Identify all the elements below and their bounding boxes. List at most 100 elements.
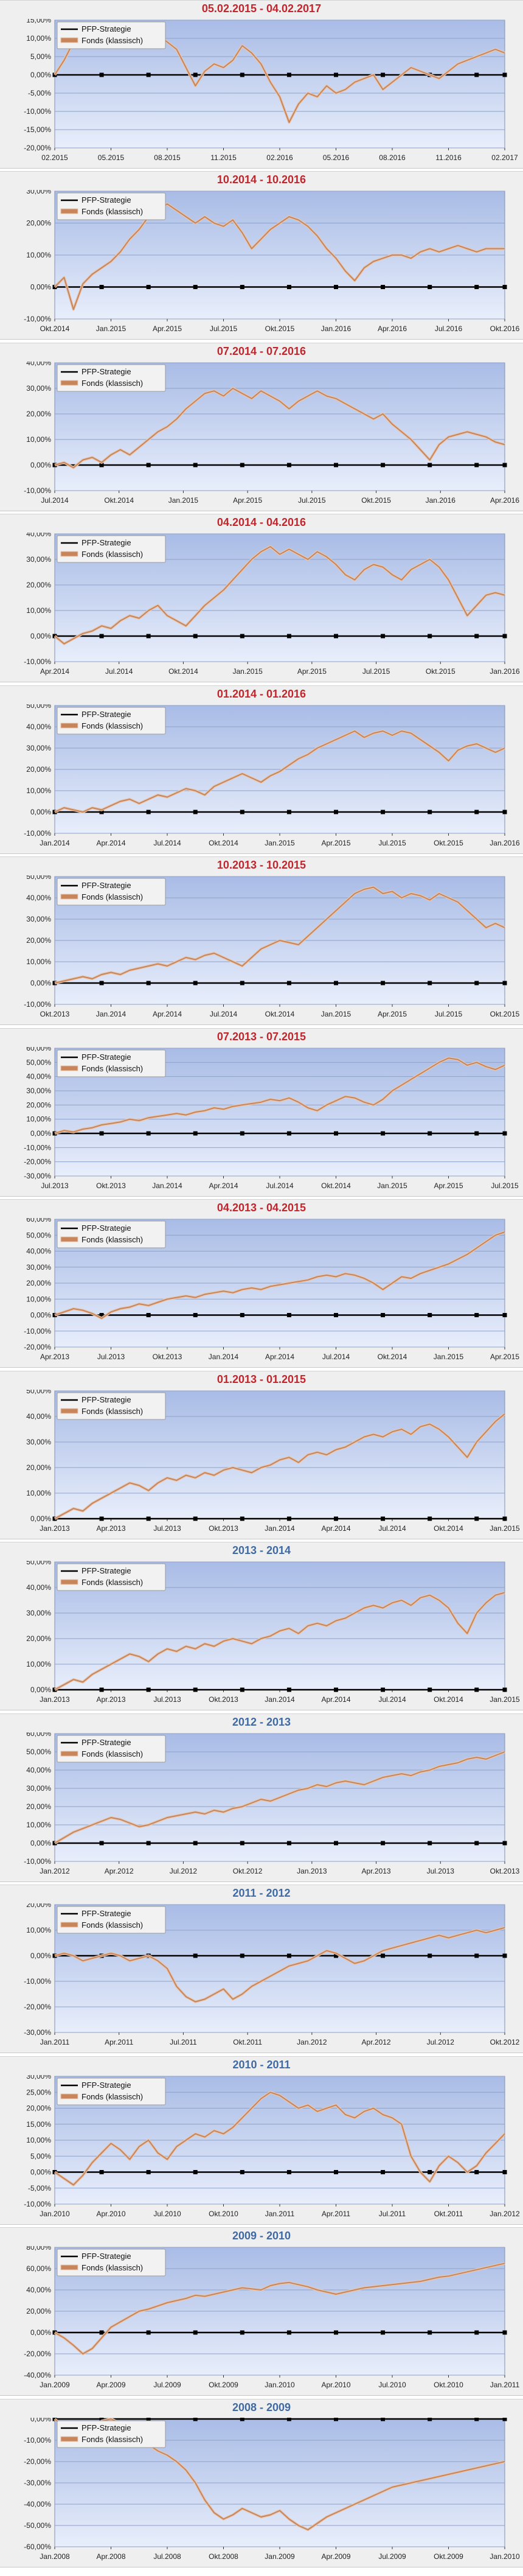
chart-panel: 2012 - 2013 60,00% 50,00% 40,00% 30,00% 20,00… <box>0 1713 523 1882</box>
x-tick-label: Jul.2010 <box>378 2381 406 2389</box>
y-tick-label: -10,00% <box>24 1143 51 1152</box>
y-tick-label: 50,00% <box>26 1390 51 1395</box>
chart-title: 07.2014 - 07.2016 <box>216 345 307 357</box>
x-tick-label: Okt.2015 <box>434 839 463 847</box>
chart-panel: 01.2013 - 01.2015 50,00% 40,00% 30,00% 20,00… <box>0 1371 523 1539</box>
legend-box <box>57 2249 166 2277</box>
strategy-point <box>502 2170 507 2174</box>
strategy-point <box>502 1687 507 1692</box>
y-tick-label: 30,00% <box>26 555 51 564</box>
y-tick-label: -20,00% <box>24 1158 51 1166</box>
chart-title: 10.2013 - 10.2015 <box>216 859 307 871</box>
strategy-point <box>381 810 386 814</box>
strategy-point <box>474 634 479 639</box>
strategy-point <box>334 981 338 985</box>
y-tick-label: 50,00% <box>26 875 51 881</box>
line-chart: 60,00% 50,00% 40,00% 30,00% 20,00% 10,00% 0,00… <box>24 1218 519 1361</box>
x-tick-label: Okt.2010 <box>209 2210 238 2218</box>
legend-box <box>57 1735 166 1763</box>
strategy-point <box>193 285 198 289</box>
y-tick-label: 50,00% <box>26 1748 51 1756</box>
strategy-point <box>334 463 338 467</box>
x-tick-label: Jul.2013 <box>41 1181 69 1190</box>
legend-label-fund: Fonds (klassisch) <box>81 1235 143 1244</box>
strategy-point <box>474 1313 479 1317</box>
legend-label-strategy: PFP-Strategie <box>81 881 131 890</box>
strategy-point <box>428 1687 432 1692</box>
x-tick-label: Jul.2014 <box>153 839 181 847</box>
x-tick-label: Apr.2011 <box>322 2210 350 2218</box>
x-tick-label: Jul.2013 <box>153 1695 181 1704</box>
x-tick-label: Jan.2011 <box>490 2381 520 2389</box>
x-tick-label: Okt.2008 <box>209 2552 238 2561</box>
y-tick-label: 30,00% <box>26 190 51 195</box>
y-tick-label: 30,00% <box>26 1263 51 1272</box>
y-tick-label: 20,00% <box>26 1903 51 1909</box>
strategy-point <box>428 2418 432 2421</box>
x-tick-label: Jul.2011 <box>170 2038 197 2046</box>
x-tick-label: Apr.2015 <box>233 496 262 505</box>
strategy-point <box>381 634 386 639</box>
x-tick-label: Jan.2015 <box>265 839 295 847</box>
legend-label-fund: Fonds (klassisch) <box>81 2263 143 2272</box>
legend: PFP-Strategie Fonds (klassisch) <box>57 878 166 906</box>
strategy-point <box>286 463 291 467</box>
x-tick-label: Jan.2016 <box>490 839 520 847</box>
x-tick-label: 08.2016 <box>379 153 406 162</box>
y-tick-label: 20,00% <box>26 765 51 774</box>
y-tick-label: 60,00% <box>26 1047 51 1052</box>
line-chart: 40,00%30,00%20,00%10,00%0,00%-10,00%Jul.… <box>24 362 519 505</box>
y-tick-label: 20,00% <box>26 2104 51 2113</box>
x-tick-label: 02.2017 <box>491 153 518 162</box>
strategy-point <box>193 72 198 77</box>
y-tick-label: -5,00% <box>28 89 51 97</box>
x-tick-label: Okt.2014 <box>209 839 238 847</box>
y-tick-label: 15,00% <box>26 2120 51 2129</box>
y-tick-label: -40,00% <box>24 2371 51 2379</box>
x-tick-label: Okt.2011 <box>434 2210 463 2218</box>
x-tick-label: Apr.2015 <box>153 324 182 333</box>
legend-box <box>57 1906 166 1934</box>
strategy-point <box>193 1841 198 1846</box>
x-tick-label: Jan.2013 <box>40 1695 70 1704</box>
strategy-point <box>146 285 151 289</box>
chart-panel: 01.2014 - 01.2016 50,00% 40,00% 30,00% 20,00… <box>0 685 523 854</box>
strategy-point <box>240 1131 244 1136</box>
x-tick-label: Okt.2014 <box>434 1524 463 1533</box>
legend-label-fund: Fonds (klassisch) <box>81 550 143 559</box>
x-tick-label: Jul.2010 <box>153 2210 181 2218</box>
y-tick-label: 60,00% <box>26 2264 51 2273</box>
y-tick-label: 30,00% <box>26 1087 51 1095</box>
x-tick-label: Jan.2015 <box>168 496 199 505</box>
strategy-point <box>193 2170 198 2174</box>
strategy-point <box>502 463 507 467</box>
y-tick-label: 50,00% <box>26 1231 51 1239</box>
strategy-point <box>502 1516 507 1521</box>
y-tick-label: 10,00% <box>26 34 51 43</box>
plot-area <box>54 1390 505 1519</box>
strategy-point <box>99 285 104 289</box>
strategy-point <box>474 1953 479 1958</box>
line-chart: 30,00% 20,00% 10,00% 0,00% -10,00%Okt.2014 Ja… <box>24 190 519 333</box>
x-tick-label: Jan.2015 <box>434 1353 464 1361</box>
y-tick-label: -10,00% <box>24 2436 51 2445</box>
y-tick-label: 0,00% <box>30 1951 51 1960</box>
strategy-point <box>286 1516 291 1521</box>
x-tick-label: Jul.2013 <box>427 1867 455 1875</box>
y-tick-label: 5,00% <box>30 52 51 61</box>
strategy-point <box>286 1131 291 1136</box>
x-tick-label: Jan.2013 <box>40 1524 70 1533</box>
strategy-point <box>99 1131 104 1136</box>
y-tick-label: 20,00% <box>26 1101 51 1109</box>
y-tick-label: 20,00% <box>26 219 51 228</box>
y-tick-label: -10,00% <box>24 657 51 666</box>
x-tick-label: Apr.2014 <box>209 1181 238 1190</box>
y-tick-label: -5,00% <box>28 2184 51 2193</box>
series-line-fund <box>54 1927 505 2003</box>
strategy-point <box>240 634 244 639</box>
x-tick-label: Okt.2013 <box>209 1695 238 1704</box>
legend-swatch-fund <box>60 380 78 386</box>
x-tick-label: Apr.2016 <box>378 324 407 333</box>
strategy-point <box>381 72 386 77</box>
